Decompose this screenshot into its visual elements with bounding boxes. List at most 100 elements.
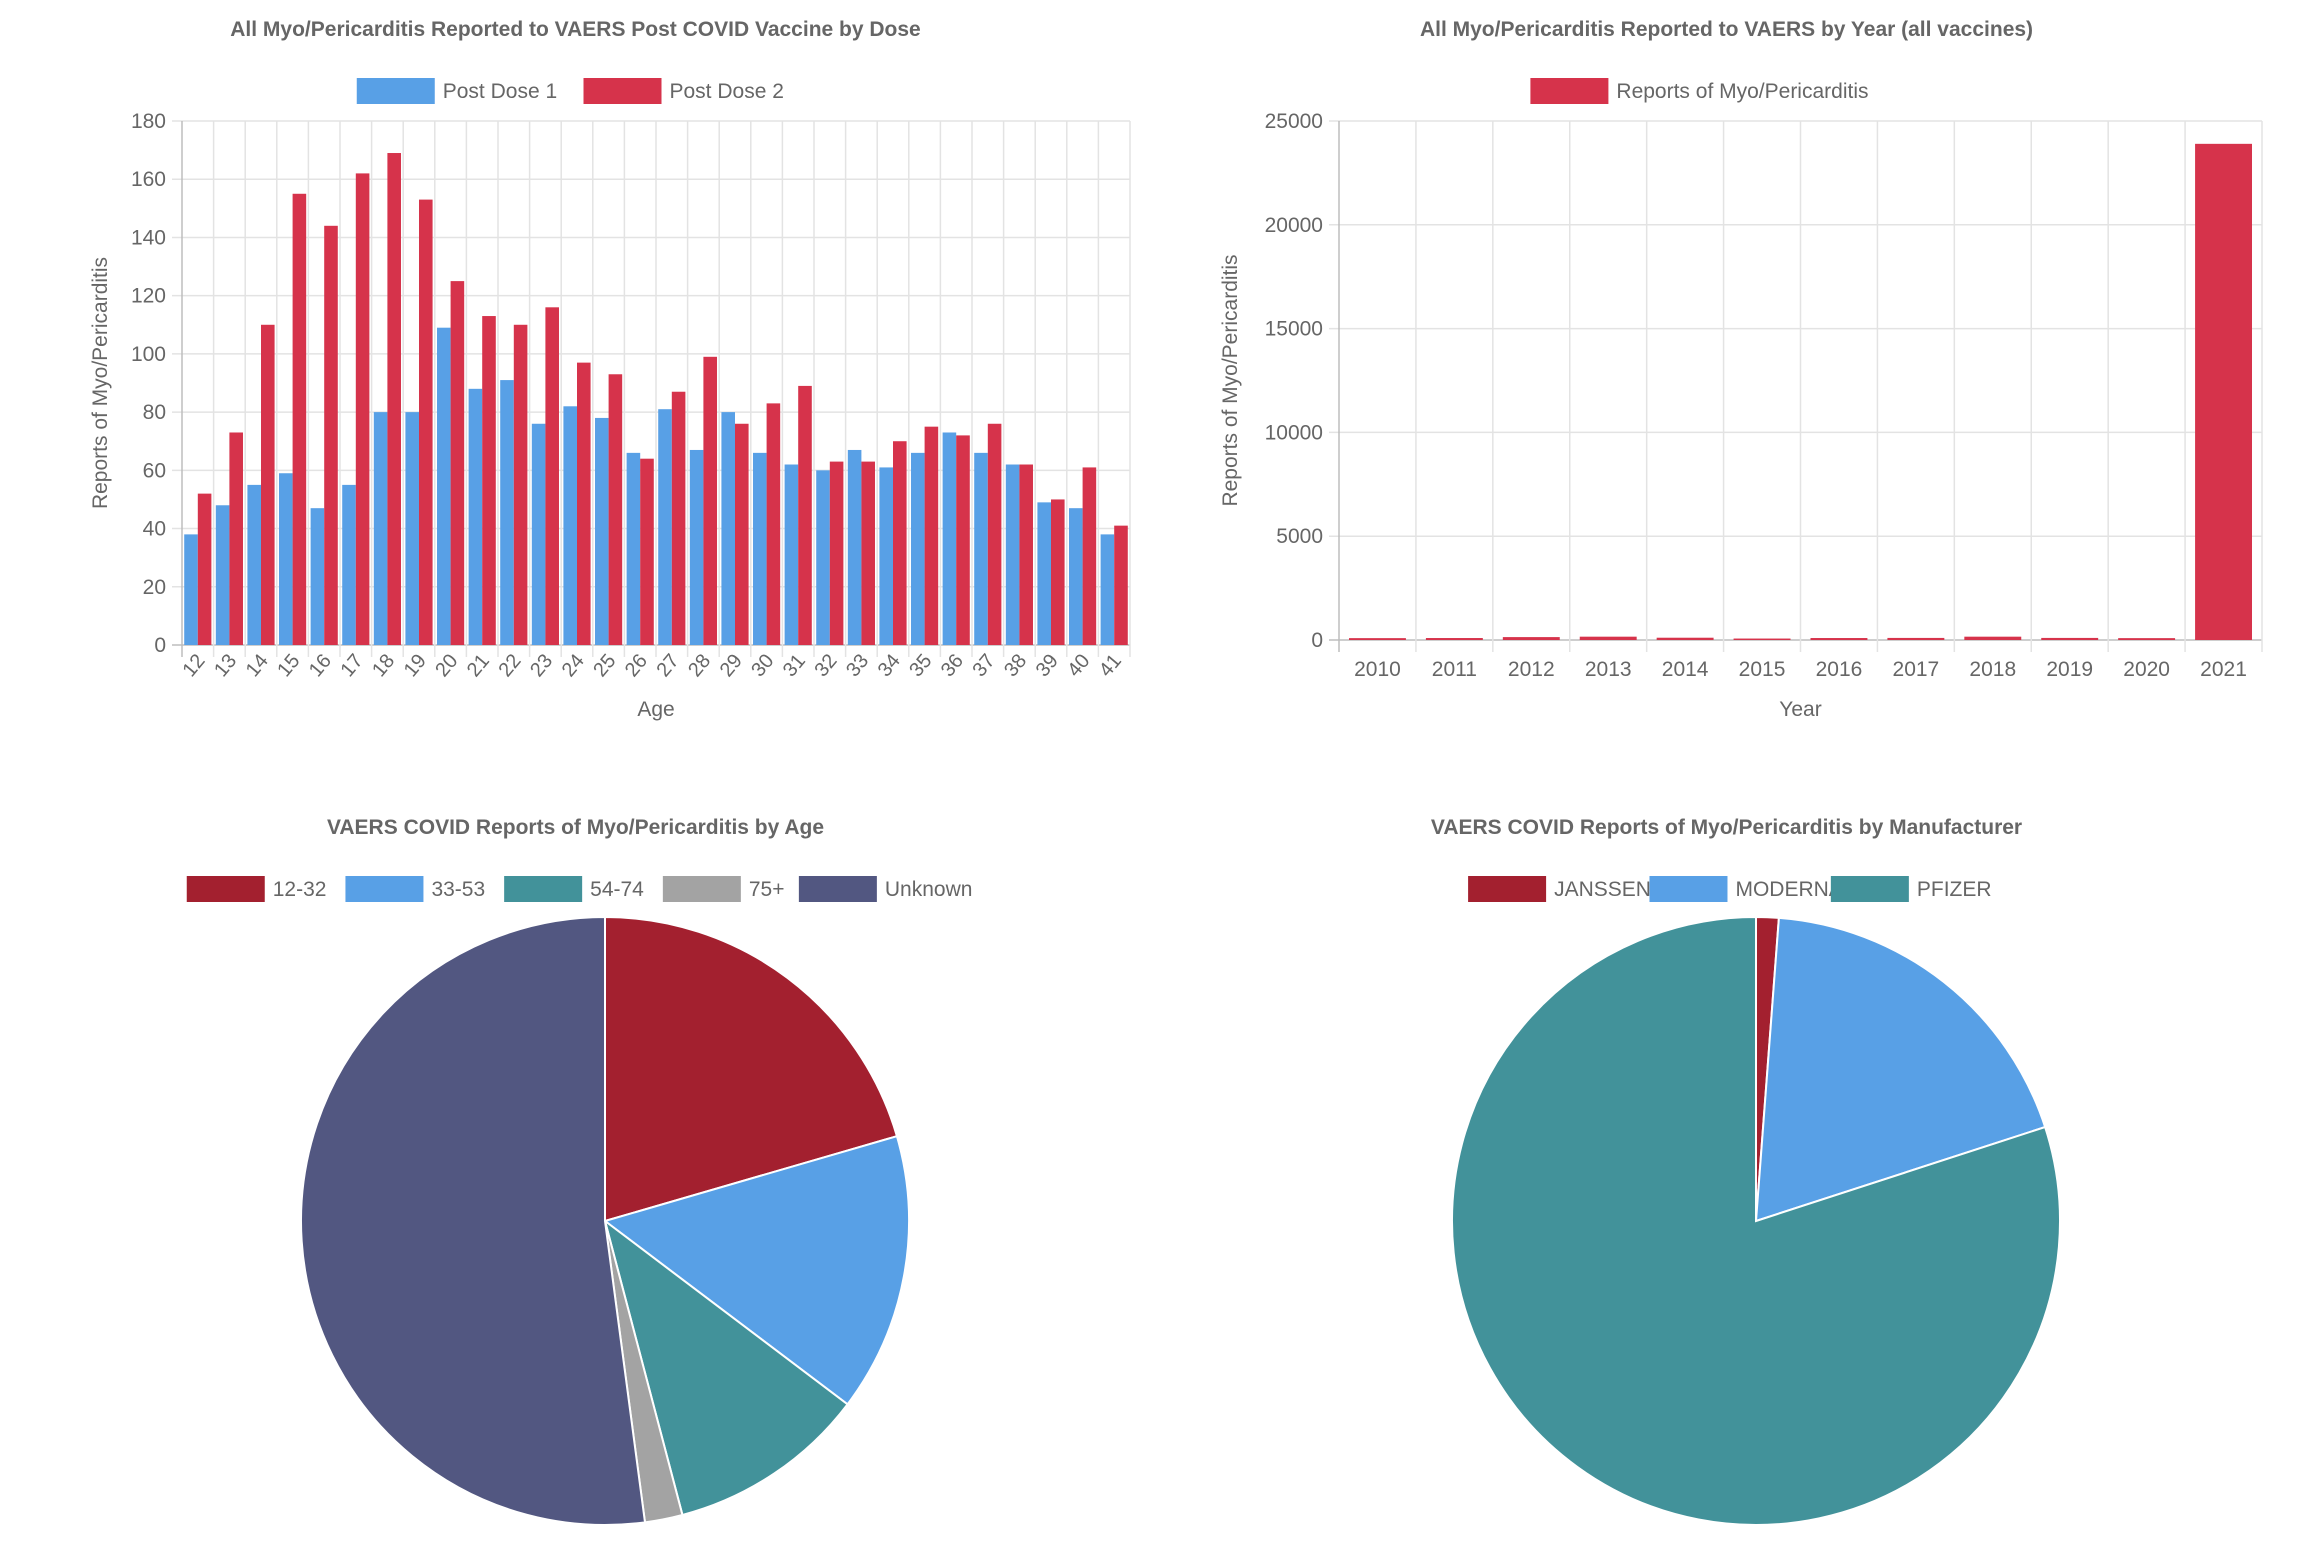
- bar: [1810, 638, 1868, 640]
- x-tick-label: 17: [336, 650, 367, 681]
- bar: [437, 327, 451, 645]
- pie-slice: [1451, 915, 2061, 1526]
- legend-label: Post Dose 2: [670, 80, 784, 103]
- x-tick-label: 31: [779, 650, 810, 681]
- y-tick-label: 0: [154, 634, 166, 657]
- y-axis-title: Reports of Myo/Pericarditis: [1219, 254, 1242, 506]
- legend-swatch: [504, 876, 583, 902]
- bar: [893, 441, 907, 645]
- y-axis-title: Reports of Myo/Pericarditis: [89, 257, 112, 509]
- y-tick-label: 15000: [1265, 318, 1323, 341]
- x-tick-label: 32: [810, 650, 841, 681]
- legend-label: 33-53: [431, 878, 485, 901]
- bar: [2195, 143, 2253, 640]
- bar: [279, 473, 293, 645]
- x-tick-label: 16: [305, 650, 336, 681]
- bar: [1502, 637, 1560, 640]
- x-tick-label: 2018: [1969, 658, 2016, 681]
- bar: [531, 423, 546, 645]
- legend-swatch: [662, 876, 741, 902]
- bar: [373, 412, 388, 645]
- bar: [608, 374, 623, 645]
- legend-label: 75+: [749, 878, 785, 901]
- bar: [513, 324, 528, 645]
- x-tick-label: 12: [178, 650, 209, 681]
- bar: [261, 324, 275, 645]
- bar: [1082, 467, 1097, 645]
- x-tick-label: 22: [494, 650, 525, 681]
- x-tick-label: 2015: [1739, 658, 1786, 681]
- bar: [197, 493, 212, 645]
- bar: [766, 403, 781, 645]
- bar: [735, 423, 749, 645]
- x-tick-label: 37: [968, 650, 999, 681]
- legend-swatch: [345, 876, 424, 902]
- bar: [784, 464, 799, 645]
- bar: [1114, 525, 1128, 645]
- bar: [911, 452, 925, 645]
- bar: [184, 534, 198, 645]
- x-tick-label: 27: [652, 650, 683, 681]
- x-tick-label: 35: [905, 650, 936, 681]
- x-tick-label: 18: [368, 650, 399, 681]
- y-tick-label: 180: [131, 110, 166, 133]
- bar: [1656, 637, 1714, 640]
- bar: [626, 452, 641, 645]
- bar: [545, 307, 559, 645]
- bar: [2118, 638, 2176, 640]
- chart-year: All Myo/Pericarditis Reported to VAERS b…: [1151, 0, 2302, 771]
- chart-age: VAERS COVID Reports of Myo/Pericarditis …: [0, 771, 1151, 1542]
- y-tick-label: 120: [131, 285, 166, 308]
- legend-label: Post Dose 1: [443, 80, 557, 103]
- bar: [450, 281, 465, 645]
- pie-slice: [300, 915, 647, 1526]
- x-axis-title: Year: [1779, 698, 1821, 721]
- bar: [1069, 508, 1083, 645]
- bar: [215, 505, 230, 645]
- x-tick-label: 13: [210, 650, 241, 681]
- y-tick-label: 100: [131, 343, 166, 366]
- bar: [468, 388, 483, 645]
- bar: [956, 435, 970, 645]
- bar: [482, 316, 496, 645]
- x-tick-label: 23: [526, 650, 557, 681]
- chart-dose: All Myo/Pericarditis Reported to VAERS P…: [0, 0, 1151, 771]
- legend-label: Unknown: [885, 878, 973, 901]
- bar: [1348, 638, 1406, 640]
- bar: [292, 193, 307, 645]
- x-tick-label: 19: [400, 650, 431, 681]
- bar: [419, 199, 433, 645]
- x-tick-label: 2019: [2046, 658, 2093, 681]
- x-tick-label: 36: [937, 650, 968, 681]
- legend-label: Reports of Myo/Pericarditis: [1616, 80, 1868, 103]
- y-tick-label: 40: [143, 518, 166, 541]
- bar: [1579, 636, 1637, 640]
- x-tick-label: 34: [874, 650, 905, 681]
- x-tick-label: 14: [242, 650, 273, 681]
- x-tick-label: 33: [842, 650, 873, 681]
- chart-title: VAERS COVID Reports of Myo/Pericarditis …: [327, 816, 824, 839]
- pie-slice: [602, 1134, 910, 1406]
- x-tick-label: 38: [1000, 650, 1031, 681]
- y-tick-label: 20000: [1265, 214, 1323, 237]
- pie-slice: [1754, 916, 2047, 1223]
- x-tick-label: 20: [431, 650, 462, 681]
- bar: [1887, 637, 1945, 640]
- manufacturer-pie-chart: VAERS COVID Reports of Myo/Pericarditis …: [1431, 816, 2061, 1526]
- bar: [924, 426, 939, 645]
- bar: [987, 423, 1002, 645]
- legend-swatch: [1530, 78, 1609, 104]
- x-tick-label: 2021: [2200, 658, 2247, 681]
- bar: [342, 484, 356, 645]
- x-tick-label: 28: [684, 650, 715, 681]
- bar: [387, 153, 401, 645]
- bar: [405, 412, 419, 645]
- bar: [829, 461, 844, 645]
- legend-label: MODERNA: [1735, 878, 1842, 901]
- x-tick-label: 2013: [1585, 658, 1632, 681]
- bar: [2041, 637, 2099, 640]
- bar: [798, 385, 812, 645]
- y-tick-label: 5000: [1276, 525, 1323, 548]
- bar: [500, 380, 514, 645]
- x-tick-label: 2012: [1508, 658, 1555, 681]
